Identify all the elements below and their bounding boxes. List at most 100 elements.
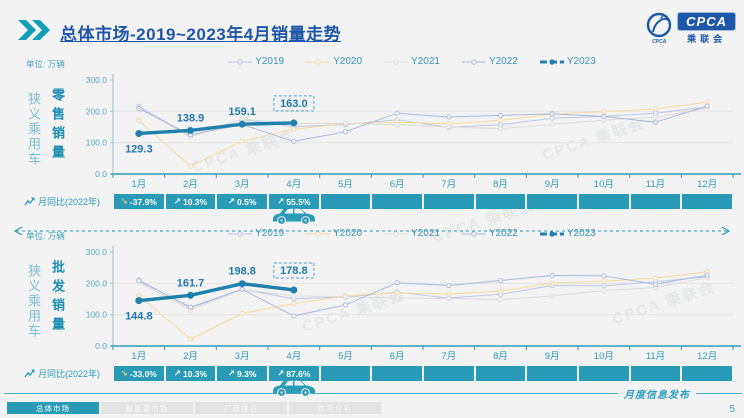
month-label: 1月 [131, 351, 146, 362]
month-label: 4月 [286, 351, 301, 362]
cpca-logo: CPCA CPCA 乘联会 [645, 12, 736, 45]
legend-item-Y2020: Y2020 [306, 56, 362, 67]
month-label: 8月 [493, 179, 508, 190]
y-tick-label: 300.0 [86, 75, 108, 85]
legend-marker-icon [384, 58, 409, 65]
chart-legend: Y2019 Y2020 Y2021 Y2022 Y2023 [170, 56, 654, 67]
legend-marker-icon [228, 58, 253, 65]
legend-label: Y2020 [333, 228, 363, 239]
data-label: 138.9 [177, 112, 205, 124]
series-Y2022 [136, 272, 710, 319]
y-tick-label: 100.0 [86, 310, 108, 320]
tab-总体市场[interactable]: 总体市场 [7, 402, 99, 414]
month-label: 6月 [390, 351, 405, 362]
legend-item-Y2020: Y2020 [306, 228, 362, 239]
legend-marker-icon [461, 230, 486, 237]
yoy-row: 月同比(2022年) ↘ -37.9% ↗ 10.3% ↗ 0.5% ↗ 55.5% [0, 194, 744, 209]
legend-item-Y2019: Y2019 [228, 56, 284, 67]
yoy-value: 10.3% [182, 196, 208, 207]
chart-legend: Y2019 Y2020 Y2021 Y2022 Y2023 [170, 228, 654, 239]
month-label: 7月 [441, 179, 456, 190]
month-label: 10月 [594, 351, 614, 362]
month-label: 12月 [697, 179, 717, 190]
series-Y2019 [136, 103, 710, 140]
axis-group-label: 狭义乘用车 [26, 92, 41, 167]
month-label: 3月 [235, 351, 250, 362]
data-label: 161.7 [177, 277, 205, 289]
data-label: 198.8 [228, 266, 256, 278]
yoy-value: 55.5% [286, 196, 311, 207]
legend-label: Y2019 [255, 228, 285, 239]
axis-group-label: 狭义乘用车 [26, 264, 41, 339]
month-label: 6月 [390, 179, 405, 190]
line-chart-plot: 0.0 100.0 200.0 300.0 1月 2月 3月 4月 5月 6月 7月 8月 9月 10月 1… [86, 246, 741, 362]
legend-item-Y2023: Y2023 [539, 228, 596, 239]
month-label: 11月 [646, 179, 665, 190]
yoy-cell [682, 366, 732, 381]
cpca-org-name: 乘联会 [687, 34, 727, 44]
yoy-value: 9.3% [237, 368, 257, 379]
dashed-separator-arrow [0, 224, 744, 238]
tab-新能源市场[interactable]: 新能源市场 [101, 402, 193, 414]
legend-label: Y2022 [488, 56, 518, 67]
series-Y2020 [136, 269, 710, 342]
axis-metric-label: 零售销量 [50, 88, 65, 164]
yoy-cell [320, 194, 371, 209]
legend-item-Y2023: Y2023 [539, 56, 596, 67]
month-label: 9月 [545, 351, 560, 362]
trend-up-icon: ↗ [277, 368, 285, 378]
legend-label: Y2021 [411, 56, 440, 67]
line-chart-plot: 0.0 100.0 200.0 300.0 1月 2月 3月 4月 5月 6月 7月 8月 9月 10月 1… [86, 74, 741, 190]
trend-up-icon: ↗ [277, 196, 285, 206]
cpca-wordmark: CPCA [677, 12, 736, 31]
yoy-cell: ↗ 0.5% [217, 194, 267, 209]
legend-marker-icon [461, 58, 486, 65]
month-label: 8月 [493, 351, 508, 362]
y-tick-label: 0.0 [95, 169, 107, 179]
legend-label: Y2020 [333, 56, 363, 67]
y-tick-label: 300.0 [86, 247, 108, 257]
series-Y2023: 144.8 161.7 198.8 178.8 [125, 262, 315, 323]
section-tabs: 总体市场 新能源市场 厂商排名 市场分析 [7, 402, 381, 414]
trend-down-icon: ↘ [120, 196, 128, 206]
yoy-cell: ↗ 10.3% [165, 194, 216, 209]
legend-marker-icon [539, 230, 564, 237]
y-tick-label: 200.0 [86, 106, 108, 116]
legend-label: Y2019 [255, 56, 285, 67]
legend-marker-icon [384, 230, 409, 237]
legend-item-Y2022: Y2022 [461, 228, 518, 239]
yoy-value: -37.9% [129, 196, 157, 207]
axis-metric-label: 批发销量 [50, 260, 65, 336]
trend-down-icon: ↘ [120, 368, 128, 378]
y-tick-label: 0.0 [95, 341, 107, 351]
data-label: 129.3 [125, 143, 153, 155]
yoy-cell [630, 366, 681, 381]
legend-item-Y2021: Y2021 [384, 228, 440, 239]
month-label: 2月 [183, 179, 198, 190]
yoy-cell: ↗ 10.3% [165, 366, 216, 381]
footer-banner: 月度信息发布 [0, 386, 744, 401]
page-title: 总体市场-2019~2023年4月销量走势 [60, 24, 342, 44]
legend-label: Y2023 [566, 56, 596, 67]
yoy-row-label: 月同比(2022年) [24, 367, 100, 380]
double-chevron-icon [18, 19, 52, 45]
slide-header: 总体市场-2019~2023年4月销量走势 [18, 14, 624, 50]
yoy-cell [424, 194, 474, 209]
yoy-cell [527, 194, 577, 209]
data-label: 163.0 [280, 98, 308, 110]
wholesale-sales-chart: 单位: 万辆 Y2019 Y2020 Y2021 Y2022 Y2023 狭义乘用车 批… [0, 228, 744, 397]
tab-厂商排名[interactable]: 厂商排名 [195, 402, 287, 414]
data-label: 178.8 [280, 265, 308, 277]
legend-label: Y2023 [566, 228, 596, 239]
data-label: 144.8 [125, 311, 153, 323]
month-label: 10月 [594, 179, 614, 190]
yoy-value: -33.0% [129, 368, 157, 379]
month-label: 3月 [235, 179, 250, 190]
legend-marker-icon [228, 230, 253, 237]
yoy-cell [372, 194, 422, 209]
footer-banner-text: 月度信息发布 [624, 390, 690, 401]
legend-label: Y2022 [488, 228, 518, 239]
tab-市场分析[interactable]: 市场分析 [289, 402, 381, 414]
yoy-cell: ↗ 87.6% [269, 366, 319, 381]
yoy-cell [475, 194, 526, 209]
